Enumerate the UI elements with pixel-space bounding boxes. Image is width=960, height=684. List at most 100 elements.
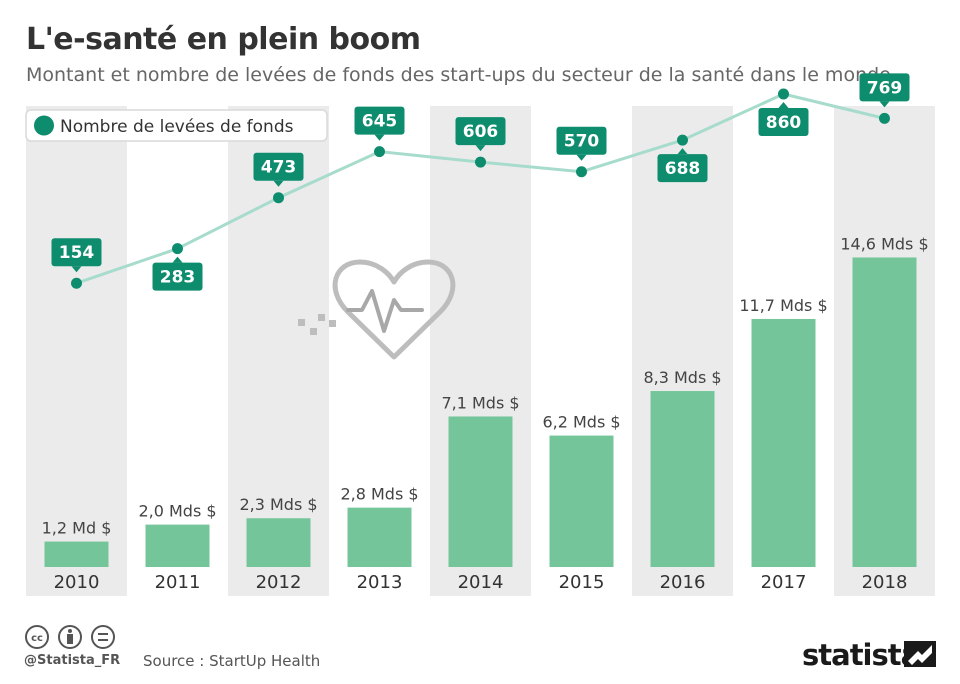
legend-dot: [34, 115, 54, 136]
year-axis: [26, 567, 935, 596]
heartbeat-icon: [298, 259, 456, 360]
bar[interactable]: [549, 435, 614, 567]
no-derivatives-icon: [91, 625, 115, 649]
count-label-pointer: [172, 256, 183, 263]
count-point[interactable]: [778, 88, 789, 100]
count-label-box: [354, 106, 405, 135]
count-label-pointer: [576, 154, 587, 161]
bar[interactable]: [650, 391, 715, 567]
bar-value-label: 8,3 Mds $: [643, 368, 721, 387]
year-label: 2014: [458, 572, 504, 593]
attribution-icon: [58, 625, 82, 649]
count-label-pointer: [273, 180, 284, 187]
bar-value-label: 2,8 Mds $: [340, 485, 418, 504]
legend: Nombre de levées de fonds: [25, 109, 328, 142]
footer-handle: @Statista_FR: [24, 653, 121, 668]
count-labels: 154 283 473 645 606 570 688 860 769: [51, 73, 910, 291]
count-label: 570: [556, 126, 607, 161]
bar[interactable]: [751, 318, 816, 567]
year-label-shade: [228, 567, 329, 596]
year-label: 2018: [862, 572, 908, 593]
legend-label: Nombre de levées de fonds: [60, 117, 294, 137]
count-point[interactable]: [273, 192, 284, 204]
count-point[interactable]: [172, 243, 183, 255]
count-label-pointer: [71, 266, 82, 273]
bar-value-label: 11,7 Mds $: [739, 296, 827, 315]
count-label-box: [859, 73, 910, 102]
bar[interactable]: [44, 541, 109, 567]
count-label: 769: [859, 73, 910, 108]
year-shade: [26, 106, 127, 567]
year-label-shade: [26, 567, 127, 596]
count-label: 860: [758, 102, 809, 136]
svg-text:cc: cc: [31, 633, 43, 644]
bar[interactable]: [852, 257, 917, 567]
count-label-box: [253, 152, 304, 181]
year-label-shade: [632, 567, 733, 596]
footer-source: Source : StartUp Health: [143, 652, 321, 670]
count-point[interactable]: [677, 134, 688, 146]
bar-value-label: 14,6 Mds $: [840, 234, 928, 253]
count-label-pointer: [879, 101, 890, 108]
statista-mark-icon: [904, 641, 936, 667]
count-label-box: [51, 238, 102, 267]
creative-commons-icon: cc: [25, 625, 49, 649]
bar-value-label: 2,0 Mds $: [138, 502, 216, 521]
count-point[interactable]: [374, 146, 385, 158]
count-point[interactable]: [879, 112, 890, 124]
bar-value-label: 7,1 Mds $: [441, 393, 519, 412]
count-point[interactable]: [71, 277, 82, 289]
bar[interactable]: [448, 416, 513, 567]
year-label: 2016: [660, 572, 706, 593]
count-label: 606: [455, 117, 506, 152]
count-point[interactable]: [576, 166, 587, 178]
count-label-text: 860: [766, 113, 802, 133]
count-point[interactable]: [475, 156, 486, 168]
year-label: 2013: [357, 572, 403, 593]
statista-logo[interactable]: statista: [802, 638, 920, 672]
count-label-box: [455, 117, 506, 146]
year-label: 2012: [256, 572, 302, 593]
count-points: [71, 88, 890, 289]
count-label-text: 154: [59, 243, 95, 263]
count-label-box: [556, 126, 607, 155]
count-label-text: 570: [564, 132, 600, 152]
year-labels: 2010 2011 2012 2013 2014 2015 2016 2017 2018: [54, 572, 908, 593]
year-label-shade: [430, 567, 531, 596]
year-label: 2015: [559, 572, 605, 593]
bar[interactable]: [145, 524, 210, 567]
bar-value-labels: 1,2 Md $ 2,0 Mds $ 2,3 Mds $ 2,8 Mds $ 7,1 M…: [42, 234, 929, 537]
count-label-box: [758, 108, 809, 136]
count-label-box: [152, 262, 203, 291]
count-label-pointer: [778, 102, 789, 108]
chart-title: L'e-santé en plein boom: [26, 22, 421, 57]
chart-subtitle: Montant et nombre de levées de fonds des…: [26, 64, 891, 86]
count-label-box: [657, 154, 708, 183]
count-label-text: 688: [665, 159, 701, 179]
count-label-text: 645: [362, 112, 398, 132]
bar-value-label: 6,2 Mds $: [542, 413, 620, 432]
count-label-pointer: [374, 134, 385, 141]
year-label: 2011: [155, 572, 201, 593]
bar[interactable]: [246, 518, 311, 567]
bar-value-label: 2,3 Mds $: [239, 495, 317, 514]
legend-box: [25, 109, 328, 142]
license-icons: cc: [24, 624, 120, 656]
count-label: 688: [657, 148, 708, 183]
count-label-pointer: [677, 148, 688, 155]
count-label-text: 283: [160, 268, 196, 288]
bar-value-label: 1,2 Md $: [42, 519, 112, 538]
count-label-text: 769: [867, 78, 903, 98]
count-label-pointer: [475, 145, 486, 152]
bar[interactable]: [347, 507, 412, 567]
count-label: 154: [51, 238, 102, 273]
year-label: 2017: [761, 572, 807, 593]
count-label: 473: [253, 152, 304, 187]
count-label-text: 473: [261, 158, 297, 178]
count-label: 283: [152, 256, 203, 291]
count-label-text: 606: [463, 122, 499, 142]
bar-series: [44, 257, 917, 567]
count-label: 645: [354, 106, 405, 141]
year-label-shade: [834, 567, 935, 596]
